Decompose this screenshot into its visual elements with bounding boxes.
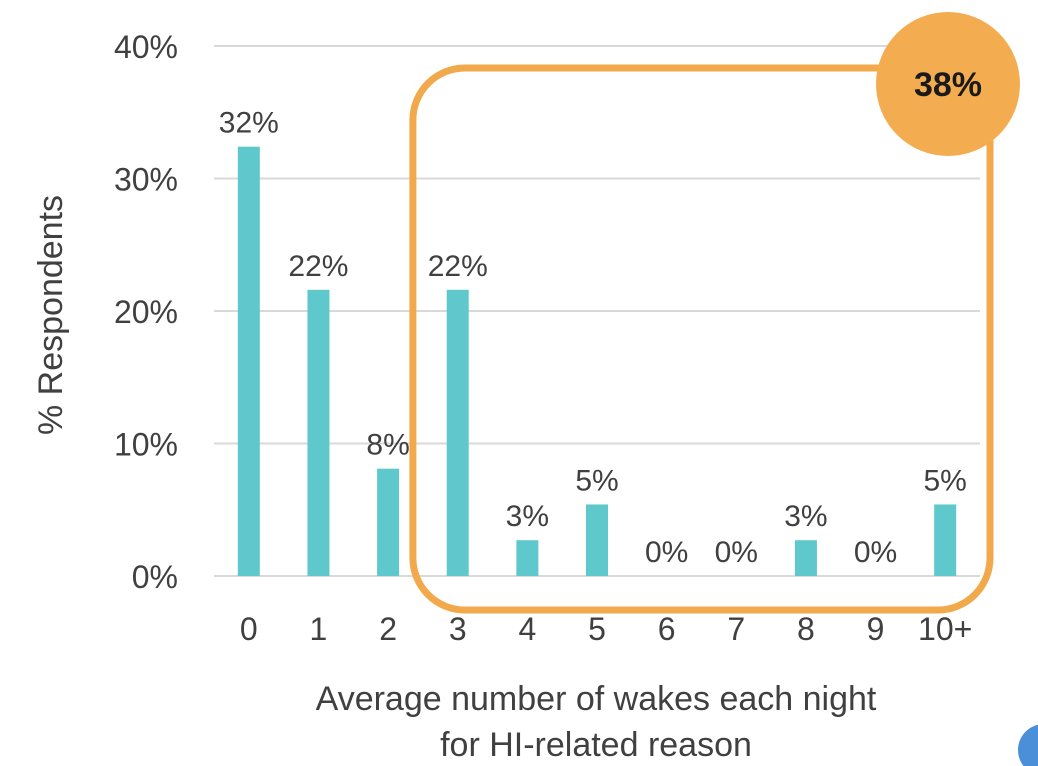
y-axis-ticks: 0% 10% 20% 30% 40% xyxy=(114,29,178,595)
data-label: 0% xyxy=(854,536,897,569)
bar xyxy=(516,540,539,576)
x-tick-label: 6 xyxy=(658,611,676,647)
x-tick-label: 2 xyxy=(379,611,397,647)
data-label: 8% xyxy=(366,429,409,462)
x-tick-label: 4 xyxy=(518,611,536,647)
data-label: 0% xyxy=(645,536,688,569)
data-label: 22% xyxy=(288,250,348,283)
y-tick-label: 20% xyxy=(114,294,178,330)
y-tick-label: 40% xyxy=(114,29,178,65)
data-label: 3% xyxy=(506,500,549,533)
bar xyxy=(586,504,608,576)
data-label: 3% xyxy=(784,500,827,533)
x-axis-title-line1: Average number of wakes each night xyxy=(316,680,877,718)
highlight-badge-label: 38% xyxy=(914,66,982,104)
gridlines xyxy=(214,45,980,577)
data-label: 5% xyxy=(924,464,967,497)
x-tick-label: 7 xyxy=(727,611,745,647)
x-axis-ticks: 0 1 2 3 4 5 6 7 8 9 10+ xyxy=(240,611,972,647)
data-label: 32% xyxy=(219,107,279,140)
bar xyxy=(237,146,260,576)
x-axis-title-line2: for HI-related reason xyxy=(440,726,752,764)
x-tick-label: 5 xyxy=(588,611,606,647)
data-labels: 32% 22% 8% 22% 3% 5% 0% 0% 3% 0% 5% xyxy=(219,107,967,569)
x-tick-label: 3 xyxy=(449,611,467,647)
y-tick-label: 10% xyxy=(114,427,178,463)
bars xyxy=(237,146,957,576)
bar xyxy=(446,289,469,576)
data-label: 0% xyxy=(715,536,758,569)
x-tick-label: 0 xyxy=(240,611,258,647)
bar xyxy=(377,468,400,576)
y-tick-label: 30% xyxy=(114,162,178,198)
x-tick-label: 1 xyxy=(310,611,328,647)
data-label: 5% xyxy=(575,464,618,497)
x-tick-label: 9 xyxy=(867,611,885,647)
bar xyxy=(794,540,817,576)
y-axis-title: % Respondents xyxy=(32,195,70,435)
highlight-outline xyxy=(409,64,994,614)
y-tick-label: 0% xyxy=(132,559,178,595)
logo-icon xyxy=(1018,724,1038,766)
bar xyxy=(307,289,330,576)
highlight-badge xyxy=(876,12,1020,156)
bar xyxy=(934,504,957,576)
data-label: 22% xyxy=(428,250,488,283)
x-tick-label: 8 xyxy=(797,611,815,647)
x-tick-label: 10+ xyxy=(918,611,972,647)
highlight-group: 38% xyxy=(409,12,1020,614)
